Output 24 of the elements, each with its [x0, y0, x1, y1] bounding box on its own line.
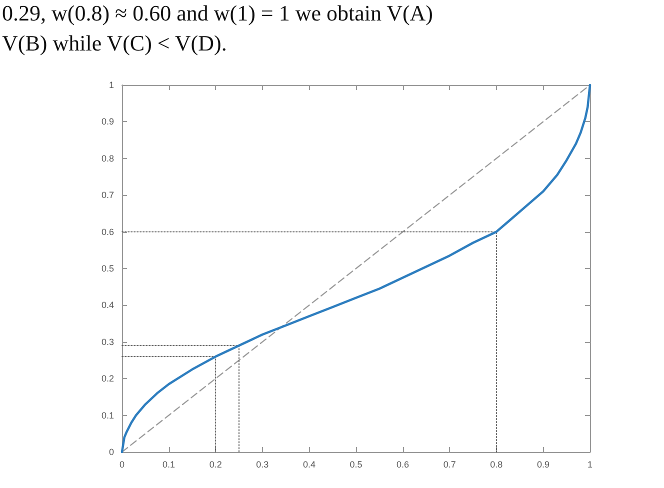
- y-tick-label: 0.8: [101, 153, 114, 164]
- y-tick-label: 0.7: [101, 190, 114, 200]
- x-tick-label: 0.8: [490, 460, 503, 470]
- y-tick-label: 1: [108, 80, 114, 90]
- y-tick-label: 0.5: [101, 264, 114, 274]
- y-tick-label: 0.3: [101, 336, 114, 347]
- x-tick-label: 0.4: [302, 460, 316, 470]
- y-tick-label: 0.2: [101, 374, 114, 384]
- y-tick-label: 0.1: [101, 410, 114, 420]
- text: V(B) while V(C) < V(D).: [2, 30, 227, 56]
- x-tick-label: 0.1: [162, 460, 176, 470]
- y-tick-label: 0: [108, 447, 114, 457]
- x-tick-label: 0.5: [350, 460, 362, 470]
- y-tick-label: 0.4: [101, 300, 114, 310]
- x-tick-label: 0.6: [396, 460, 410, 470]
- x-tick-label: 0.9: [536, 460, 550, 470]
- x-tick-label: 0.2: [209, 460, 222, 470]
- x-tick-label: 1: [587, 460, 593, 470]
- x-tick-label: 0: [119, 460, 125, 470]
- text: 0.29, w(0.8) ≈ 0.60 and w(1) = 1 we obtain V(A): [2, 0, 433, 26]
- y-tick-label: 0.9: [101, 116, 114, 127]
- x-tick-label: 0.7: [443, 460, 456, 470]
- x-tick-label: 0.3: [256, 460, 269, 470]
- y-tick-label: 0.6: [101, 226, 114, 237]
